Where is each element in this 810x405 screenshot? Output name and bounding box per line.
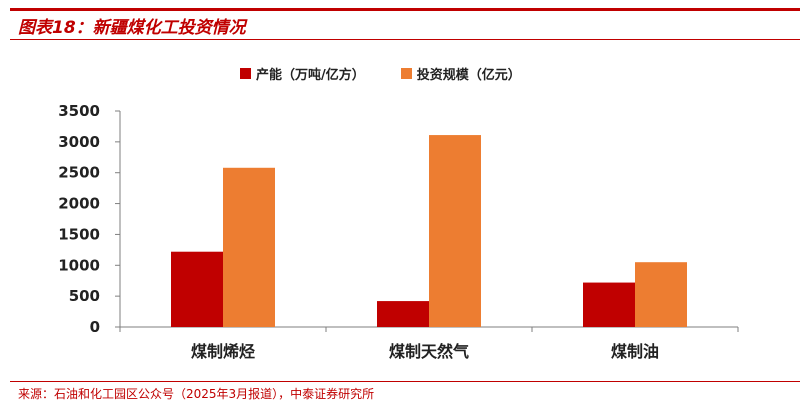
- x-category-label: 煤制烯烃: [191, 342, 255, 361]
- bar-investment-1: [429, 135, 481, 327]
- source-note: 来源：石油和化工园区公众号（2025年3月报道），中泰证券研究所: [18, 387, 375, 401]
- footer-rule: [10, 381, 800, 382]
- y-tick-label: 0: [90, 318, 100, 336]
- bar-investment-0: [223, 167, 275, 327]
- legend-label-capacity: 产能（万吨/亿方）: [256, 68, 365, 83]
- title-rule: [10, 39, 800, 40]
- bar-investment-2: [635, 262, 687, 327]
- chart-legend: 产能（万吨/亿方） 投资规模（亿元）: [240, 64, 557, 83]
- y-tick-label: 2500: [58, 164, 100, 182]
- x-category-label: 煤制油: [611, 342, 659, 361]
- legend-item-capacity: 产能（万吨/亿方）: [240, 64, 365, 83]
- legend-swatch-investment: [400, 68, 412, 79]
- legend-label-investment: 投资规模（亿元）: [416, 68, 521, 83]
- y-tick-label: 3500: [58, 102, 100, 120]
- figure-title: 图表18：新疆煤化工投资情况: [18, 18, 246, 38]
- bar-capacity-0: [171, 251, 223, 327]
- y-tick-label: 1500: [58, 225, 100, 243]
- bar-capacity-2: [583, 282, 635, 327]
- legend-item-investment: 投资规模（亿元）: [400, 64, 521, 83]
- header-rule: [10, 8, 800, 11]
- y-tick-label: 3000: [58, 133, 100, 151]
- y-tick-label: 500: [69, 287, 100, 305]
- bar-capacity-1: [377, 301, 429, 327]
- legend-swatch-capacity: [240, 68, 251, 79]
- y-tick-label: 1000: [58, 256, 100, 274]
- x-category-label: 煤制天然气: [389, 342, 469, 361]
- y-tick-label: 2000: [58, 195, 100, 213]
